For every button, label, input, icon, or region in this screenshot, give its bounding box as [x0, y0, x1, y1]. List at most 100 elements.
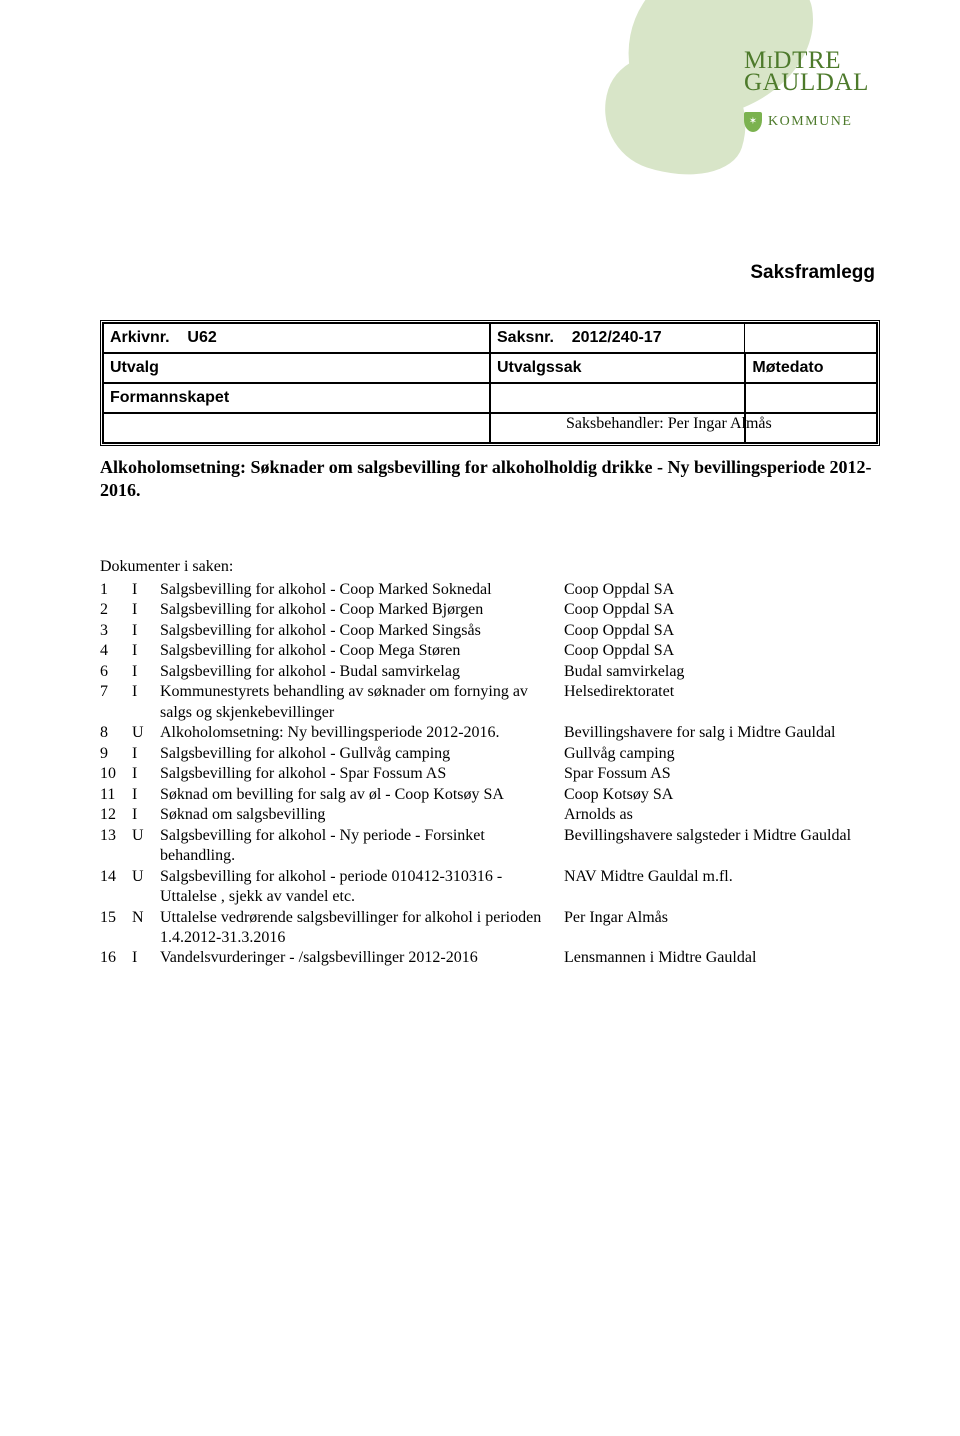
doc-number: 11 — [100, 785, 132, 805]
table-row: 8UAlkoholomsetning: Ny bevillingsperiode… — [100, 723, 882, 743]
doc-party: Gullvåg camping — [564, 744, 882, 764]
doc-number: 16 — [100, 948, 132, 968]
doc-number: 8 — [100, 723, 132, 743]
doc-number: 3 — [100, 621, 132, 641]
doc-number: 13 — [100, 826, 132, 867]
logo-text: MiDTRE GAULDAL — [744, 50, 869, 94]
logo-kommune: KOMMUNE — [768, 114, 852, 130]
doc-type: I — [132, 621, 160, 641]
doc-description: Vandelsvurderinger - /salgsbevillinger 2… — [160, 948, 564, 968]
logo: MiDTRE GAULDAL ✶ KOMMUNE — [588, 6, 888, 176]
doc-description: Søknad om salgsbevilling — [160, 805, 564, 825]
shield-icon: ✶ — [744, 112, 762, 132]
doc-description: Salgsbevilling for alkohol - Coop Mega S… — [160, 641, 564, 661]
doc-description: Salgsbevilling for alkohol - Coop Marked… — [160, 600, 564, 620]
doc-description: Salgsbevilling for alkohol - Gullvåg cam… — [160, 744, 564, 764]
doc-number: 10 — [100, 764, 132, 784]
doc-description: Salgsbevilling for alkohol - Budal samvi… — [160, 662, 564, 682]
doc-type: I — [132, 764, 160, 784]
doc-type: I — [132, 744, 160, 764]
doc-party: Budal samvirkelag — [564, 662, 882, 682]
doc-description: Salgsbevilling for alkohol - Ny periode … — [160, 826, 564, 867]
doc-party: Lensmannen i Midtre Gauldal — [564, 948, 882, 968]
meta-row-headers: Utvalg Utvalgssak Møtedato — [103, 353, 877, 383]
doc-type: I — [132, 805, 160, 825]
doc-party: Arnolds as — [564, 805, 882, 825]
meta-case-value: 2012/240-17 — [572, 329, 662, 346]
doc-party: Per Ingar Almås — [564, 908, 882, 949]
table-row: 12ISøknad om salgsbevillingArnolds as — [100, 805, 882, 825]
doc-type: I — [132, 785, 160, 805]
table-row: 3ISalgsbevilling for alkohol - Coop Mark… — [100, 621, 882, 641]
table-row: 14USalgsbevilling for alkohol - periode … — [100, 867, 882, 908]
table-row: 10ISalgsbevilling for alkohol - Spar Fos… — [100, 764, 882, 784]
doc-number: 6 — [100, 662, 132, 682]
table-row: 4ISalgsbevilling for alkohol - Coop Mega… — [100, 641, 882, 661]
doc-party: Helsedirektoratet — [564, 682, 882, 723]
doc-party: Coop Kotsøy SA — [564, 785, 882, 805]
logo-kommune-row: ✶ KOMMUNE — [744, 112, 852, 132]
meta-utvalgssak-header: Utvalgssak — [490, 353, 745, 383]
doc-description: Alkoholomsetning: Ny bevillingsperiode 2… — [160, 723, 564, 743]
meta-archive-value: U62 — [187, 329, 216, 346]
meta-archive-cell: Arkivnr. U62 — [103, 323, 490, 353]
doc-type: U — [132, 867, 160, 908]
table-row: 16IVandelsvurderinger - /salgsbevillinge… — [100, 948, 882, 968]
doc-type: I — [132, 682, 160, 723]
page: MiDTRE GAULDAL ✶ KOMMUNE Saksframlegg Ar… — [0, 0, 960, 1436]
meta-archive-label: Arkivnr. — [110, 329, 170, 346]
table-row: 1ISalgsbevilling for alkohol - Coop Mark… — [100, 580, 882, 600]
doc-party: Bevillingshavere for salg i Midtre Gauld… — [564, 723, 882, 743]
meta-case-cell: Saksnr. 2012/240-17 — [490, 323, 745, 353]
table-row: 2ISalgsbevilling for alkohol - Coop Mark… — [100, 600, 882, 620]
meta-motedato-header: Møtedato — [745, 353, 877, 383]
doc-number: 4 — [100, 641, 132, 661]
doc-description: Uttalelse vedrørende salgsbevillinger fo… — [160, 908, 564, 949]
doc-number: 14 — [100, 867, 132, 908]
meta-utvalg-value: Formannskapet — [103, 383, 490, 413]
doc-number: 9 — [100, 744, 132, 764]
doc-description: Salgsbevilling for alkohol - Coop Marked… — [160, 621, 564, 641]
document-title: Saksframlegg — [750, 262, 875, 284]
doc-description: Kommunestyrets behandling av søknader om… — [160, 682, 564, 723]
doc-type: I — [132, 600, 160, 620]
table-row: 9ISalgsbevilling for alkohol - Gullvåg c… — [100, 744, 882, 764]
documents-heading: Dokumenter i saken: — [100, 558, 233, 576]
doc-number: 12 — [100, 805, 132, 825]
doc-number: 1 — [100, 580, 132, 600]
doc-description: Salgsbevilling for alkohol - Coop Marked… — [160, 580, 564, 600]
table-row: 7IKommunestyrets behandling av søknader … — [100, 682, 882, 723]
meta-case-label: Saksnr. — [497, 329, 554, 346]
doc-party: Coop Oppdal SA — [564, 580, 882, 600]
table-row: 15NUttalelse vedrørende salgsbevillinger… — [100, 908, 882, 949]
logo-line-2: GAULDAL — [744, 72, 869, 94]
table-row: 13USalgsbevilling for alkohol - Ny perio… — [100, 826, 882, 867]
saksbehandler-name: Per Ingar Almås — [668, 415, 772, 432]
doc-number: 15 — [100, 908, 132, 949]
doc-type: I — [132, 662, 160, 682]
doc-type: N — [132, 908, 160, 949]
doc-party: Spar Fossum AS — [564, 764, 882, 784]
doc-type: I — [132, 580, 160, 600]
meta-utvalg-header: Utvalg — [103, 353, 490, 383]
doc-description: Salgsbevilling for alkohol - Spar Fossum… — [160, 764, 564, 784]
meta-row-values: Formannskapet — [103, 383, 877, 413]
doc-type: I — [132, 948, 160, 968]
table-row: 6ISalgsbevilling for alkohol - Budal sam… — [100, 662, 882, 682]
doc-party: Coop Oppdal SA — [564, 600, 882, 620]
doc-description: Søknad om bevilling for salg av øl - Coo… — [160, 785, 564, 805]
doc-party: NAV Midtre Gauldal m.fl. — [564, 867, 882, 908]
doc-party: Coop Oppdal SA — [564, 641, 882, 661]
doc-party: Bevillingshavere salgsteder i Midtre Gau… — [564, 826, 882, 867]
doc-description: Salgsbevilling for alkohol - periode 010… — [160, 867, 564, 908]
saksbehandler-label: Saksbehandler: — [566, 415, 664, 432]
saksbehandler: Saksbehandler: Per Ingar Almås — [566, 415, 772, 433]
doc-type: I — [132, 641, 160, 661]
doc-party: Coop Oppdal SA — [564, 621, 882, 641]
case-title: Alkoholomsetning: Søknader om salgsbevil… — [100, 456, 880, 502]
shield-glyph: ✶ — [749, 117, 757, 127]
meta-empty-cell — [745, 323, 877, 353]
meta-empty — [103, 413, 490, 443]
table-row: 11ISøknad om bevilling for salg av øl - … — [100, 785, 882, 805]
doc-type: U — [132, 826, 160, 867]
